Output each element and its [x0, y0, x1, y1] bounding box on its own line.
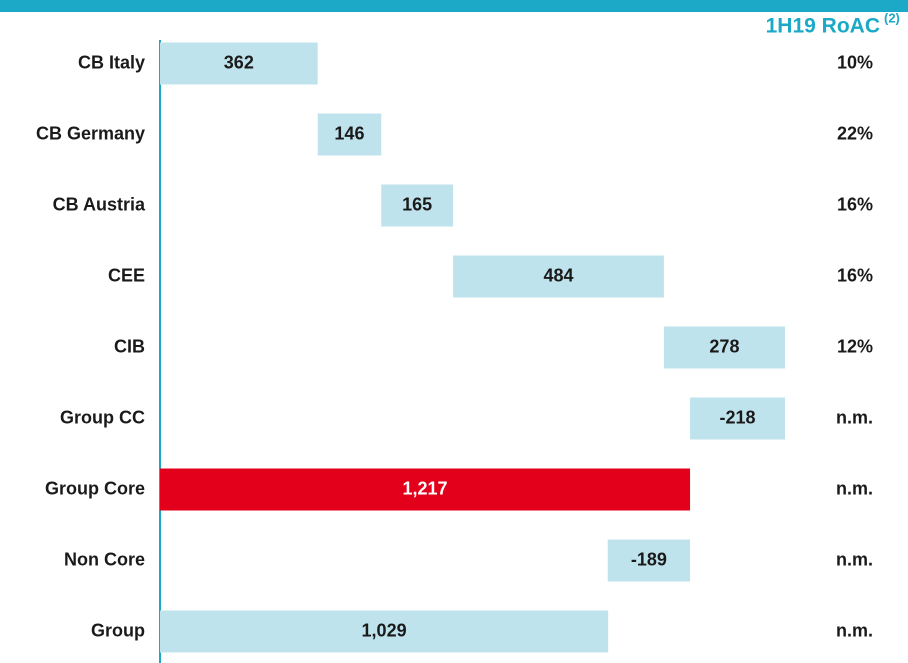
side-header-superscript: (2)	[884, 10, 900, 25]
side-label: 12%	[837, 336, 873, 356]
side-label: 22%	[837, 123, 873, 143]
bar	[453, 255, 664, 298]
side-label: n.m.	[836, 407, 873, 427]
bar	[160, 468, 691, 511]
bar	[160, 42, 318, 85]
value-label: 1,217	[403, 478, 448, 498]
category-label: CEE	[108, 265, 145, 285]
header-band	[0, 0, 908, 12]
category-label: CB Germany	[36, 123, 145, 143]
category-label: Group	[91, 620, 145, 640]
side-label: n.m.	[836, 549, 873, 569]
category-label: CIB	[114, 336, 145, 356]
value-label: 146	[334, 123, 364, 143]
side-label: n.m.	[836, 620, 873, 640]
value-label: 1,029	[362, 620, 407, 640]
value-label: 362	[224, 52, 254, 72]
bar	[381, 184, 454, 227]
value-label: -189	[631, 549, 667, 569]
bar	[663, 326, 785, 369]
bar	[160, 610, 609, 653]
category-label: CB Austria	[53, 194, 146, 214]
bar	[317, 113, 382, 156]
side-header: 1H19 RoAC	[766, 15, 880, 38]
side-label: n.m.	[836, 478, 873, 498]
category-label: Group Core	[45, 478, 145, 498]
category-label: Group CC	[60, 407, 145, 427]
value-label: -218	[720, 407, 756, 427]
category-label: CB Italy	[78, 52, 145, 72]
bar	[607, 539, 691, 582]
value-label: 484	[543, 265, 573, 285]
value-label: 278	[709, 336, 739, 356]
side-label: 10%	[837, 52, 873, 72]
bar	[690, 397, 785, 440]
value-label: 165	[402, 194, 432, 214]
category-label: Non Core	[64, 549, 145, 569]
side-label: 16%	[837, 265, 873, 285]
side-label: 16%	[837, 194, 873, 214]
